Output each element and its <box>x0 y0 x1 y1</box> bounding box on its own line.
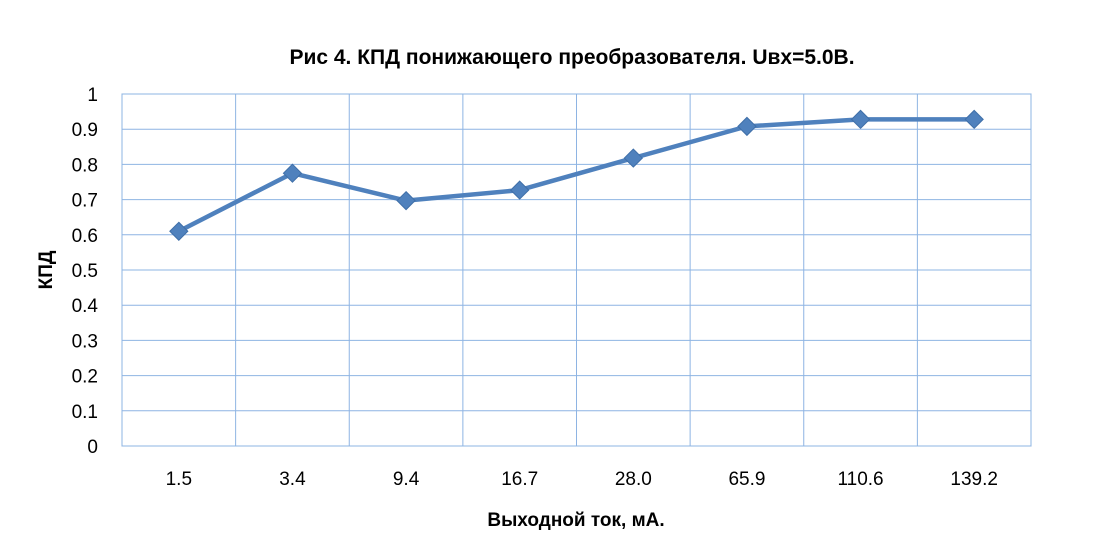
data-point-marker <box>964 109 984 130</box>
y-tick-label: 0 <box>87 437 98 458</box>
data-point-marker <box>396 190 416 211</box>
x-tick-label: 65.9 <box>728 469 765 490</box>
y-tick-label: 0.8 <box>72 155 98 176</box>
x-tick-label: 1.5 <box>166 469 192 490</box>
data-point-marker <box>737 116 757 137</box>
series-efficiency <box>169 109 984 241</box>
y-tick-label: 0.7 <box>72 191 98 212</box>
y-tick-label: 0.2 <box>72 367 98 388</box>
y-axis-ticks: 0 0.1 0.2 0.3 0.4 0.5 0.6 0.7 0.8 0.9 1 <box>72 85 99 458</box>
y-tick-label: 0.6 <box>72 226 98 247</box>
chart-title: Рис 4. КПД понижающего преобразователя. … <box>289 46 854 69</box>
data-point-marker <box>169 221 189 241</box>
x-tick-label: 9.4 <box>393 469 420 490</box>
x-tick-label: 110.6 <box>837 469 883 490</box>
x-tick-label: 28.0 <box>615 469 652 490</box>
y-axis-label: КПД <box>36 250 57 289</box>
x-tick-label: 139.2 <box>950 469 998 490</box>
data-point-marker <box>509 180 530 200</box>
x-axis-label: Выходной ток, мА. <box>487 510 664 531</box>
y-tick-label: 0.4 <box>72 296 99 317</box>
data-point-marker <box>282 163 303 183</box>
x-tick-label: 16.7 <box>501 469 538 490</box>
y-tick-label: 1 <box>87 85 98 106</box>
grid-lines <box>121 93 1032 447</box>
x-tick-label: 3.4 <box>279 469 306 490</box>
y-tick-label: 0.9 <box>72 120 98 141</box>
y-tick-label: 0.5 <box>72 261 98 282</box>
x-axis-ticks: 1.5 3.4 9.4 16.7 28.0 65.9 110.6 139.2 <box>166 469 998 490</box>
data-point-marker <box>623 148 644 168</box>
y-tick-label: 0.3 <box>72 331 98 352</box>
series-line <box>176 117 977 234</box>
data-point-marker <box>850 109 871 130</box>
y-tick-label: 0.1 <box>72 402 98 423</box>
